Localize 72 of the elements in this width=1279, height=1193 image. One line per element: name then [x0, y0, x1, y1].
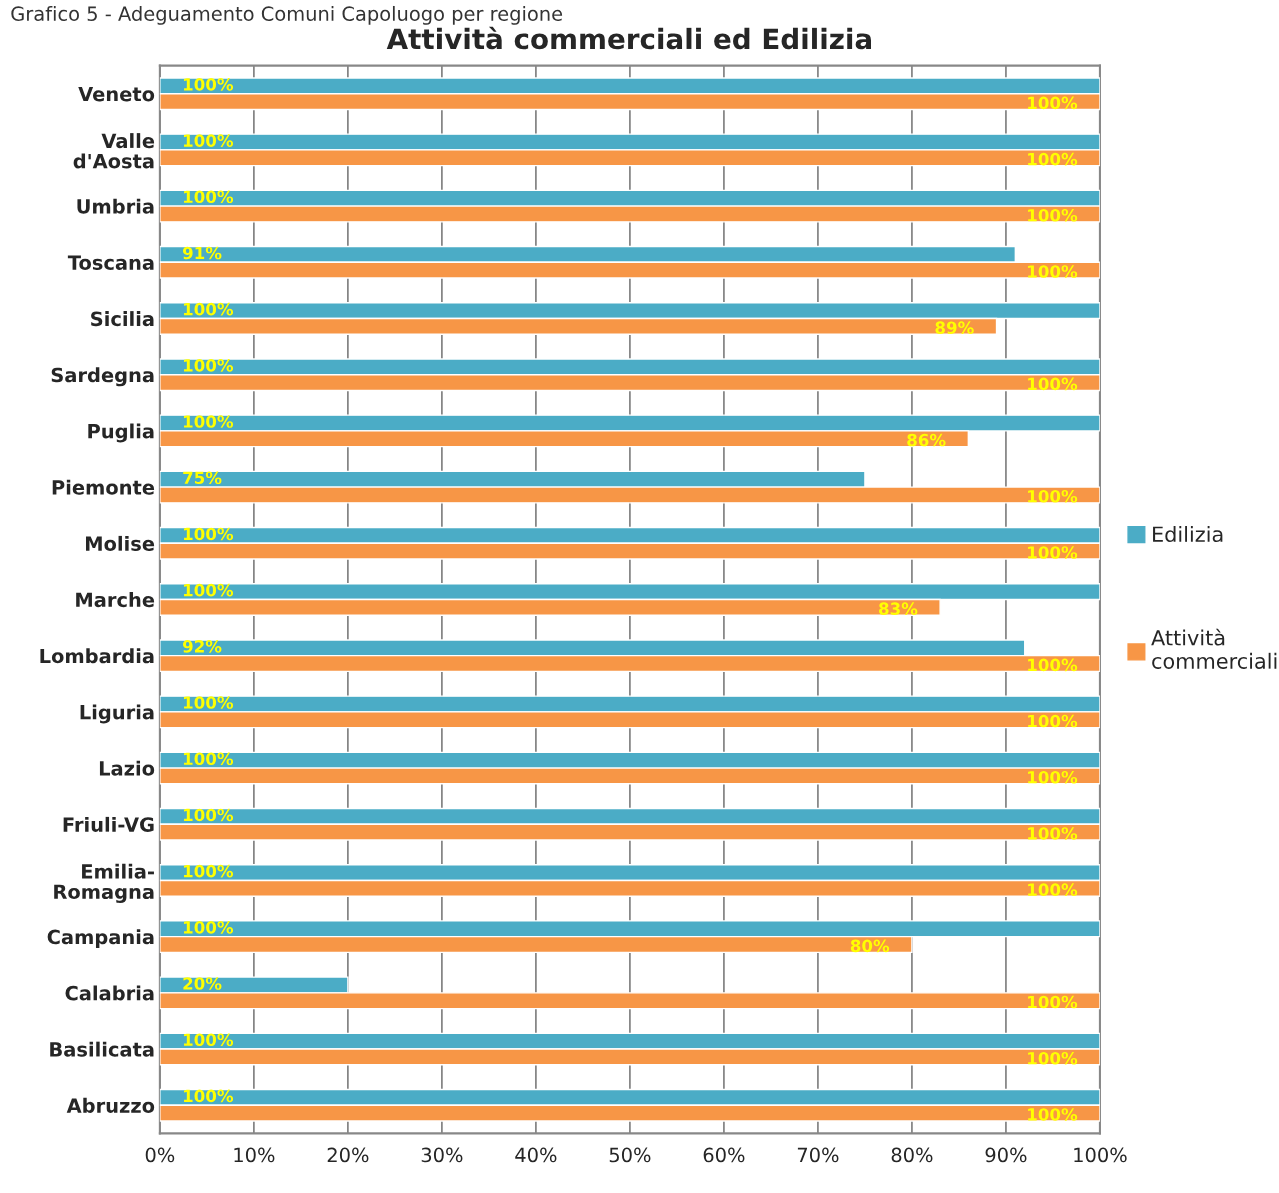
x-tick-label: 40%	[515, 1147, 557, 1163]
data-label: 100%	[1028, 714, 1078, 728]
data-label: 100%	[1028, 265, 1078, 278]
x-tick-label: 80%	[891, 1147, 933, 1163]
y-tick-label: Lazio	[99, 760, 155, 776]
text: Grafico 5 - Adeguamento Comuni Capoluogo per regione	[11, 5, 563, 25]
y-tick-label: Calabria	[65, 985, 154, 1001]
legend-label: Edilizia	[1153, 525, 1223, 543]
data-label: 100%	[183, 527, 234, 541]
x-tick-label: 90%	[985, 1147, 1027, 1163]
data-label: 75%	[183, 471, 222, 485]
y-tick-label: Puglia	[88, 423, 154, 443]
data-label: 89%	[935, 321, 974, 334]
data-label: 100%	[1028, 770, 1078, 784]
data-label: 100%	[1028, 489, 1078, 503]
data-label: 100%	[183, 696, 234, 709]
y-tick-label: Abruzzo	[66, 1097, 155, 1113]
y-tick-label: Umbria	[77, 198, 154, 214]
x-tick-label: 100%	[1074, 1147, 1127, 1163]
x-tick-label: 0%	[145, 1147, 175, 1163]
y-tick-label: Veneto	[78, 86, 155, 102]
data-label: 100%	[1028, 658, 1078, 672]
data-label: 100%	[1028, 546, 1078, 559]
data-label: 100%	[183, 1033, 234, 1047]
data-label: 100%	[183, 78, 234, 91]
y-tick-label: Friuli-VG	[63, 816, 154, 832]
data-label: 100%	[183, 190, 234, 204]
data-label: 100%	[183, 583, 234, 597]
x-tick-label: 10%	[234, 1147, 275, 1163]
data-label: 100%	[183, 359, 234, 372]
data-label: 83%	[879, 602, 918, 615]
data-label: 100%	[183, 808, 234, 822]
x-tick-label: 70%	[797, 1147, 839, 1163]
data-label: 100%	[1028, 883, 1078, 896]
data-label: 20%	[183, 977, 222, 990]
y-tick-label: Toscana	[67, 255, 154, 270]
data-label: 100%	[1028, 1108, 1078, 1121]
data-label: 100%	[183, 302, 234, 316]
y-tick-label: Piemonte	[52, 479, 155, 495]
data-label: 86%	[907, 433, 946, 447]
data-label: 100%	[183, 864, 234, 878]
y-tick-label: Lombardia	[40, 648, 154, 664]
data-label: 100%	[1028, 377, 1078, 391]
y-tick-label: Molise	[86, 535, 155, 551]
y-tick-label: Sardegna	[51, 367, 154, 387]
data-label: 100%	[183, 134, 234, 147]
data-label: 100%	[183, 921, 234, 934]
y-tick-label: Sicilia	[91, 311, 154, 327]
y-tick-label: Valle d'Aosta	[73, 133, 155, 169]
data-label: 100%	[1028, 152, 1078, 166]
x-tick-label: 30%	[421, 1147, 463, 1163]
data-label: 100%	[1028, 96, 1078, 110]
chart-title: Attività commerciali ed Edilizia	[386, 26, 872, 50]
y-tick-label: Liguria	[80, 704, 154, 724]
data-label: 100%	[1028, 1051, 1078, 1065]
legend-label: Attività commerciali	[1151, 628, 1277, 669]
y-tick-label: Emilia-Romagna	[54, 863, 154, 904]
x-tick-label: 60%	[703, 1147, 745, 1163]
data-label: 100%	[1028, 827, 1078, 840]
data-label: 100%	[1028, 995, 1078, 1009]
data-label: 100%	[183, 752, 234, 766]
data-label: 91%	[182, 246, 222, 260]
y-tick-label: Campania	[47, 929, 154, 949]
data-label: 100%	[183, 1089, 234, 1103]
y-tick-label: Marche	[76, 592, 155, 608]
x-tick-label: 20%	[327, 1147, 369, 1163]
data-label: 80%	[850, 939, 890, 953]
x-tick-label: 50%	[609, 1147, 651, 1163]
data-label: 100%	[1028, 208, 1078, 222]
data-label: 100%	[183, 415, 234, 428]
y-tick-label: Basilicata	[50, 1041, 154, 1057]
data-label: 92%	[182, 640, 222, 653]
